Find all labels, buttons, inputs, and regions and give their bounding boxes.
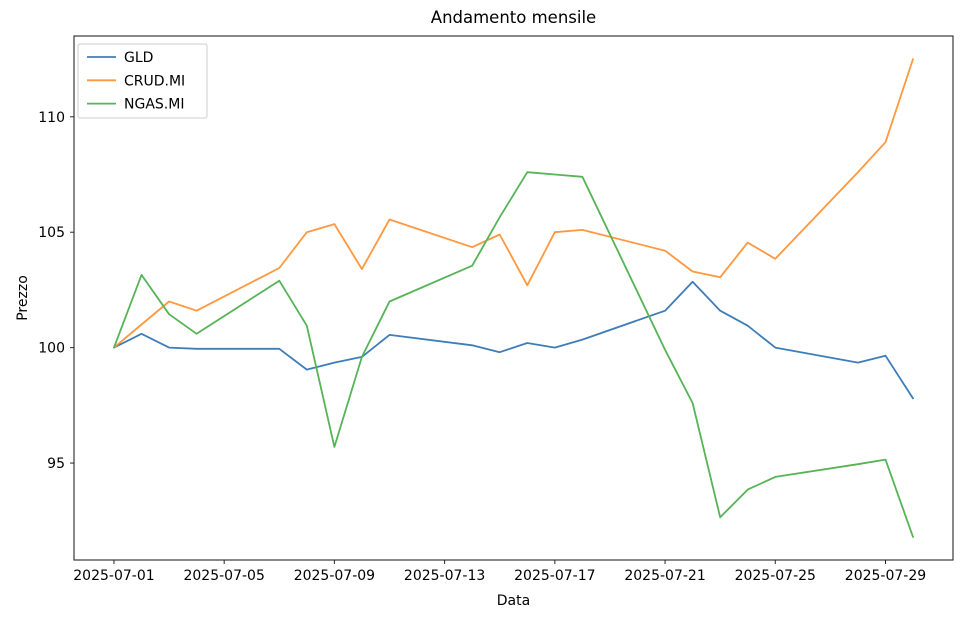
y-tick-label: 95 — [47, 456, 65, 472]
x-tick-label: 2025-07-13 — [404, 568, 485, 584]
y-tick-label: 100 — [38, 341, 65, 357]
series-line-CRUD.MI — [113, 58, 914, 349]
legend: GLD CRUD.MI NGAS.MI — [77, 43, 208, 119]
x-tick-label: 2025-07-05 — [183, 568, 264, 584]
y-axis-label: Prezzo — [15, 275, 31, 321]
x-tick-label: 2025-07-29 — [845, 568, 926, 584]
x-axis: 2025-07-01 2025-07-05 2025-07-09 2025-07-13… — [73, 560, 926, 584]
legend-box — [77, 43, 208, 119]
legend-label-NGAS.MI: NGAS.MI — [124, 97, 184, 113]
x-tick-label: 2025-07-01 — [73, 568, 154, 584]
x-tick-label: 2025-07-17 — [514, 568, 595, 584]
y-tick-label: 105 — [38, 225, 65, 241]
x-tick-label: 2025-07-25 — [735, 568, 816, 584]
plot-frame — [73, 35, 954, 561]
chart-title: Andamento mensile — [431, 8, 596, 27]
series-line-GLD — [113, 280, 914, 400]
legend-label-CRUD.MI: CRUD.MI — [124, 73, 185, 89]
y-axis: 95 100 105 110 — [38, 110, 74, 472]
x-axis-label: Data — [497, 593, 530, 609]
series-line-NGAS.MI — [113, 171, 914, 538]
x-tick-label: 2025-07-09 — [294, 568, 375, 584]
legend-label-GLD: GLD — [124, 50, 153, 66]
y-tick-label: 110 — [38, 110, 65, 126]
x-tick-label: 2025-07-21 — [624, 568, 705, 584]
